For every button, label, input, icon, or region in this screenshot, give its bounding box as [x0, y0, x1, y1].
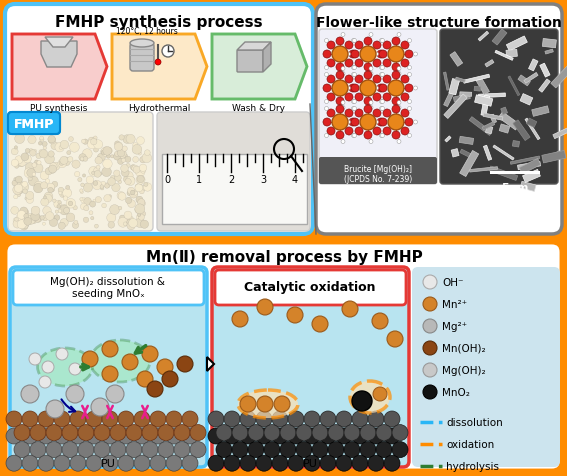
Circle shape — [408, 40, 412, 43]
Circle shape — [18, 158, 27, 167]
Circle shape — [360, 81, 376, 97]
Circle shape — [369, 68, 373, 71]
Circle shape — [256, 411, 272, 427]
Circle shape — [397, 106, 401, 110]
Circle shape — [134, 428, 150, 444]
Circle shape — [6, 428, 22, 444]
FancyBboxPatch shape — [316, 5, 562, 235]
Circle shape — [352, 66, 356, 70]
Circle shape — [355, 110, 363, 118]
Bar — [475, 96, 493, 107]
Bar — [513, 141, 519, 148]
Circle shape — [52, 182, 58, 188]
Circle shape — [323, 119, 331, 127]
Circle shape — [126, 177, 135, 186]
Text: 120°C, 12 hours: 120°C, 12 hours — [116, 27, 178, 36]
Circle shape — [264, 442, 280, 457]
Circle shape — [94, 148, 99, 153]
Circle shape — [81, 198, 86, 204]
Circle shape — [82, 351, 98, 367]
Circle shape — [341, 72, 345, 76]
Polygon shape — [112, 35, 207, 100]
Circle shape — [60, 219, 68, 227]
Circle shape — [384, 428, 400, 444]
Bar — [492, 30, 507, 46]
FancyBboxPatch shape — [440, 30, 558, 185]
Ellipse shape — [350, 381, 390, 413]
Circle shape — [336, 428, 352, 444]
Circle shape — [384, 455, 400, 471]
Circle shape — [68, 202, 73, 206]
Circle shape — [346, 121, 350, 125]
Circle shape — [101, 151, 105, 155]
Circle shape — [134, 192, 137, 196]
Bar — [474, 87, 481, 92]
Circle shape — [31, 212, 40, 221]
Circle shape — [17, 220, 26, 229]
Circle shape — [24, 218, 32, 226]
Circle shape — [327, 110, 335, 118]
Circle shape — [14, 185, 23, 193]
Circle shape — [304, 428, 320, 444]
Text: PU: PU — [303, 458, 318, 468]
Circle shape — [133, 157, 138, 163]
Circle shape — [352, 107, 356, 111]
Circle shape — [45, 179, 50, 184]
Circle shape — [353, 134, 357, 138]
Circle shape — [351, 85, 359, 93]
Circle shape — [413, 121, 417, 125]
FancyBboxPatch shape — [412, 268, 560, 467]
Circle shape — [111, 176, 115, 180]
Circle shape — [22, 455, 38, 471]
FancyBboxPatch shape — [319, 158, 437, 185]
Circle shape — [84, 198, 91, 206]
Circle shape — [336, 72, 344, 80]
Circle shape — [21, 154, 29, 161]
Circle shape — [377, 51, 385, 59]
Circle shape — [401, 94, 409, 102]
Bar — [489, 167, 518, 181]
FancyBboxPatch shape — [8, 113, 60, 135]
Circle shape — [118, 181, 121, 184]
Circle shape — [101, 148, 111, 157]
Circle shape — [353, 66, 357, 70]
Polygon shape — [212, 35, 307, 100]
Text: Hydrothermal: Hydrothermal — [128, 104, 190, 113]
Bar — [519, 159, 541, 174]
Text: Catalytic oxidation: Catalytic oxidation — [244, 281, 376, 294]
Circle shape — [55, 210, 58, 214]
Circle shape — [380, 73, 384, 77]
Circle shape — [136, 218, 145, 228]
Text: Mg(OH)₂ dissolution &
seeding MnOₓ: Mg(OH)₂ dissolution & seeding MnOₓ — [50, 277, 166, 298]
Circle shape — [103, 147, 112, 156]
Circle shape — [49, 138, 56, 145]
Bar — [540, 64, 550, 78]
Circle shape — [397, 101, 401, 105]
Circle shape — [62, 158, 70, 167]
Circle shape — [320, 428, 336, 444]
Circle shape — [133, 143, 138, 149]
Circle shape — [90, 138, 97, 146]
Circle shape — [355, 42, 363, 50]
Circle shape — [22, 411, 38, 427]
Circle shape — [336, 411, 352, 427]
Circle shape — [16, 158, 26, 168]
Circle shape — [336, 132, 344, 140]
Circle shape — [368, 455, 384, 471]
Circle shape — [13, 186, 22, 195]
Circle shape — [16, 192, 21, 198]
Circle shape — [54, 215, 60, 221]
Text: FMHP: FMHP — [14, 117, 54, 130]
Circle shape — [127, 222, 136, 230]
Circle shape — [58, 160, 66, 169]
Circle shape — [125, 157, 131, 163]
Circle shape — [116, 143, 122, 149]
Circle shape — [43, 223, 45, 226]
Circle shape — [232, 311, 248, 327]
Circle shape — [112, 184, 120, 192]
Circle shape — [392, 132, 400, 140]
Circle shape — [240, 428, 256, 444]
Circle shape — [136, 215, 143, 222]
Circle shape — [49, 166, 57, 174]
